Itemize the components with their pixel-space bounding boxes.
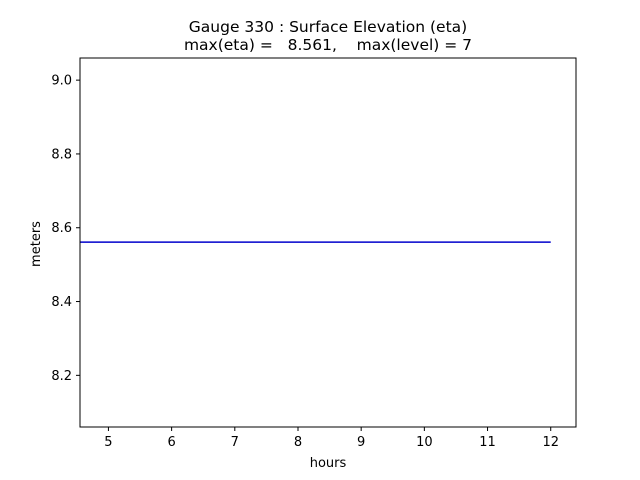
chart-title-line-1: Gauge 330 : Surface Elevation (eta) xyxy=(189,18,467,36)
x-tick-label-5: 5 xyxy=(104,435,112,450)
x-tick-label-7: 7 xyxy=(231,435,239,450)
x-tick-label-6: 6 xyxy=(167,435,175,450)
plot-frame xyxy=(79,57,577,428)
x-tick-label-10: 10 xyxy=(416,435,433,450)
y-tick-label-4: 9.0 xyxy=(51,74,72,89)
x-axis-label: hours xyxy=(310,456,347,471)
y-tick-label-0: 8.2 xyxy=(51,369,72,384)
x-axis: 5 6 7 8 9 10 11 12 xyxy=(104,427,559,450)
x-tick-label-9: 9 xyxy=(357,435,365,450)
x-tick-label-8: 8 xyxy=(294,435,302,450)
y-tick-label-1: 8.4 xyxy=(51,295,72,310)
y-tick-label-2: 8.6 xyxy=(51,221,72,236)
y-tick-label-3: 8.8 xyxy=(51,147,72,162)
y-axis: 8.2 8.4 8.6 8.8 9.0 xyxy=(51,74,80,384)
x-tick-label-12: 12 xyxy=(542,435,559,450)
x-tick-label-11: 11 xyxy=(479,435,496,450)
chart-title-line-2: max(eta) = 8.561, max(level) = 7 xyxy=(184,36,472,54)
y-axis-label: meters xyxy=(29,221,44,267)
